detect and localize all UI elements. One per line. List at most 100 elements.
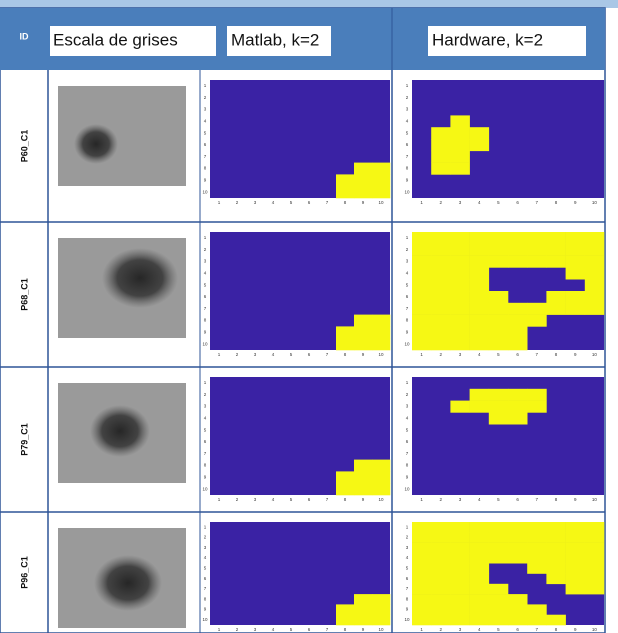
mask-cell <box>508 232 528 244</box>
mask-cell <box>372 460 390 472</box>
mask-cell <box>489 553 509 564</box>
mask-cell <box>585 267 605 279</box>
mask-cell <box>585 291 605 303</box>
mask-cell <box>566 232 586 244</box>
mask-cell <box>489 594 509 605</box>
x-tick-label: 10 <box>592 497 598 502</box>
mask-cell <box>354 174 372 186</box>
mask-cell <box>431 553 451 564</box>
mask-cell <box>354 594 372 605</box>
mask-cell <box>431 139 451 151</box>
row-id: P68_C1 <box>19 278 29 311</box>
mask-cell <box>470 563 490 574</box>
mask-cell <box>470 553 490 564</box>
mask-cell <box>450 338 470 350</box>
y-tick-label: 10 <box>404 341 410 346</box>
mask-cell <box>508 412 528 424</box>
mask-cell <box>489 412 509 424</box>
mask-cell <box>412 326 432 338</box>
mask-cell <box>470 256 490 268</box>
mask-cell <box>508 389 528 401</box>
mask-cell <box>566 532 586 543</box>
mask-cell <box>450 563 470 574</box>
mask-cell <box>336 483 354 495</box>
mask-cell <box>470 522 490 533</box>
mask-cell <box>450 553 470 564</box>
mask-cell <box>450 163 470 175</box>
x-tick-label: 10 <box>378 627 384 632</box>
mask-cell <box>450 256 470 268</box>
mask-cell <box>412 574 432 585</box>
mask-cell <box>431 315 451 327</box>
mask-cell <box>450 151 470 163</box>
mask-cell <box>431 338 451 350</box>
mask-cell <box>508 532 528 543</box>
mask-cell <box>527 244 547 256</box>
mask-cell <box>354 326 372 338</box>
mask-cell <box>372 615 390 626</box>
mask-cell <box>450 543 470 554</box>
mask-cell <box>470 291 490 303</box>
mask-cell <box>585 532 605 543</box>
mask-cell <box>470 532 490 543</box>
mask-cell <box>470 401 490 413</box>
mask-cell <box>412 291 432 303</box>
mask-cell <box>527 303 547 315</box>
lesion <box>90 405 150 457</box>
mask-cell <box>372 315 390 327</box>
mask-cell <box>508 615 528 626</box>
mask-cell <box>527 615 547 626</box>
mask-cell <box>470 604 490 615</box>
mask-cell <box>527 315 547 327</box>
mask-cell <box>450 291 470 303</box>
mask-cell <box>489 326 509 338</box>
mask-cell <box>470 244 490 256</box>
mask-cell <box>412 279 432 291</box>
mask-cell <box>431 615 451 626</box>
mask-cell <box>336 326 354 338</box>
mask-cell <box>431 574 451 585</box>
x-tick-label: 10 <box>592 200 598 205</box>
lesion <box>102 248 178 308</box>
y-tick-label: 10 <box>404 189 410 194</box>
mask-cell <box>354 163 372 175</box>
slide: ID Escala de grises Matlab, k=2 Hardware… <box>0 0 618 633</box>
mask-cell <box>470 232 490 244</box>
mask-cell <box>412 244 432 256</box>
x-tick-label: 10 <box>378 352 384 357</box>
mask-cell <box>470 315 490 327</box>
mask-cell <box>470 326 490 338</box>
mask-cell <box>450 401 470 413</box>
y-tick-label: 10 <box>404 486 410 491</box>
mask-cell <box>470 615 490 626</box>
mask-cell <box>431 279 451 291</box>
mask-cell <box>585 574 605 585</box>
mask-cell <box>546 522 566 533</box>
mask-cell <box>431 267 451 279</box>
mask-cell <box>431 563 451 574</box>
mask-cell <box>431 594 451 605</box>
mask-cell <box>412 532 432 543</box>
mask-cell <box>431 326 451 338</box>
mask-cell <box>372 483 390 495</box>
mask-cell <box>470 267 490 279</box>
mask-cell <box>546 563 566 574</box>
mask-cell <box>566 574 586 585</box>
mask-cell <box>527 389 547 401</box>
mask-cell <box>585 563 605 574</box>
y-tick-label: 10 <box>202 189 208 194</box>
mask-cell <box>450 267 470 279</box>
mask-cell <box>412 563 432 574</box>
mask-cell <box>566 267 586 279</box>
mask-cell <box>431 584 451 595</box>
header-col: Escala de grises <box>53 30 178 49</box>
mask-cell <box>336 174 354 186</box>
mask-cell <box>450 315 470 327</box>
mask-cell <box>527 256 547 268</box>
mask-cell <box>354 615 372 626</box>
header-col: Matlab, k=2 <box>231 30 319 49</box>
mask-cell <box>412 267 432 279</box>
mask-cell <box>431 256 451 268</box>
mask-cell <box>354 338 372 350</box>
mask-cell <box>566 563 586 574</box>
